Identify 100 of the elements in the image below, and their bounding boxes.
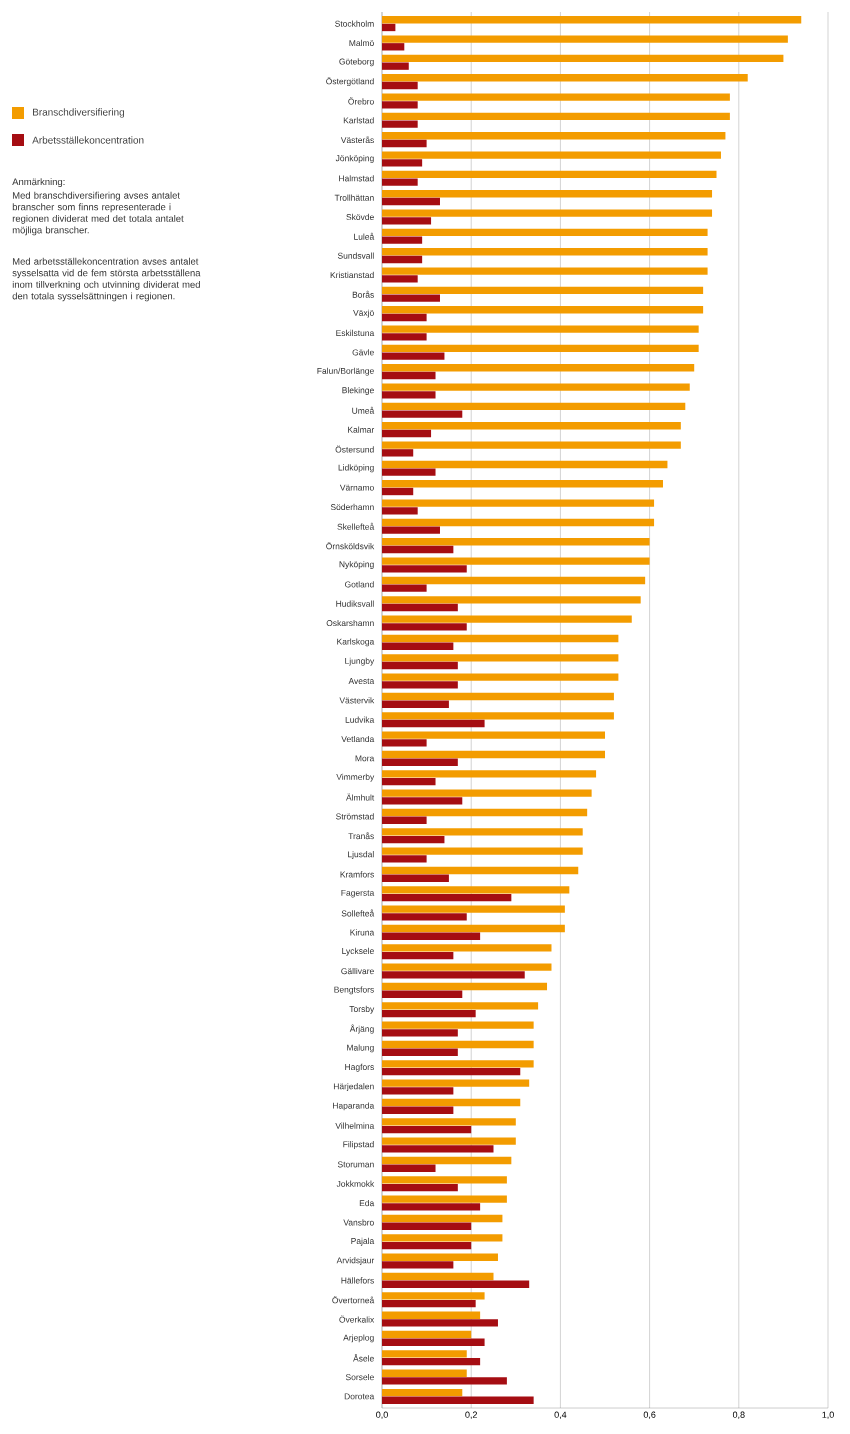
bar (382, 874, 449, 882)
y-tick-label: Sundsvall (337, 252, 374, 259)
bar (382, 35, 788, 43)
y-tick-label: Haparanda (333, 1102, 375, 1111)
bar (382, 178, 418, 186)
y-tick-label: Söderhamn (330, 503, 374, 511)
y-tick-label: Malmö (349, 39, 374, 47)
bar (382, 248, 708, 256)
bar (382, 526, 440, 534)
bar (382, 661, 458, 670)
y-tick-label: Östersund (335, 445, 374, 453)
y-tick-label: Göteborg (339, 58, 374, 67)
y-tick-label: Åsele (353, 1354, 374, 1362)
y-tick-label: Oskarshamn (326, 619, 374, 627)
bar (382, 1156, 512, 1165)
bar (382, 112, 730, 121)
bar (382, 739, 427, 747)
y-tick-label: Gotland (344, 581, 374, 588)
y-tick-label: Nyköping (339, 561, 374, 569)
y-tick-label: Hagfors (345, 1063, 374, 1072)
y-tick-label: Överkalix (339, 1315, 375, 1323)
y-tick-label: Ljungby (345, 657, 375, 666)
bar (382, 603, 458, 612)
bar (382, 54, 784, 63)
bar (382, 1299, 476, 1308)
bar (382, 596, 641, 604)
x-tick-label: 1,0 (822, 1411, 834, 1419)
bar (382, 1396, 534, 1404)
bar (382, 816, 427, 824)
bar (382, 681, 458, 689)
bar (382, 1357, 481, 1366)
text: Med arbetsställekoncentration avses antalet sysselsatta vid de fem största arbetsställena inom tillverkning och utvinning dividerat med den totala sysselsättningen i regionen. (12, 257, 201, 302)
bar (382, 383, 690, 391)
bar (382, 1222, 472, 1230)
bar (382, 712, 614, 720)
bar (382, 951, 454, 960)
y-tick-label: Filipstad (343, 1141, 374, 1149)
bar (382, 1009, 476, 1018)
y-tick-label: Gävle (352, 349, 374, 356)
y-tick-label: Trollhättan (334, 194, 374, 201)
bar (382, 538, 650, 546)
y-tick-label: Mora (355, 755, 375, 762)
y-tick-label: Växjö (353, 309, 374, 318)
bar (382, 197, 440, 206)
bar (382, 81, 418, 90)
y-tick-label: Karlskoga (337, 638, 375, 647)
y-tick-label: Fagersta (341, 889, 375, 898)
bar (382, 1272, 494, 1281)
bar (382, 333, 427, 341)
bar (382, 789, 592, 797)
y-tick-label: Tranås (348, 832, 374, 840)
bar (382, 893, 512, 902)
bar (382, 487, 414, 496)
bar (382, 120, 418, 128)
bar (382, 905, 565, 913)
y-tick-label: Vilhelmina (335, 1122, 375, 1129)
bar (382, 1388, 463, 1397)
bar (382, 835, 445, 844)
bar (382, 275, 418, 283)
bar (382, 352, 445, 360)
bar (382, 344, 699, 353)
bar (382, 584, 427, 592)
bar (382, 325, 699, 333)
bar (382, 1164, 436, 1172)
bar (382, 391, 436, 399)
y-tick-label: Bengtsfors (334, 986, 374, 995)
y-tick-label: Övertorneå (332, 1296, 375, 1304)
bar (382, 731, 606, 739)
bar (382, 1002, 539, 1010)
bar (382, 16, 802, 24)
bar (382, 1118, 516, 1126)
bar (382, 93, 730, 101)
bar (382, 557, 650, 565)
bar (382, 1261, 454, 1269)
bar (382, 518, 655, 527)
y-tick-label: Hudiksvall (336, 600, 374, 607)
y-tick-label: Borås (352, 290, 374, 298)
bar (382, 1145, 494, 1153)
x-tick-label: 0,2 (465, 1411, 477, 1419)
bar (382, 847, 583, 855)
bar (382, 151, 721, 159)
bar (382, 1137, 516, 1145)
bar (382, 1060, 534, 1068)
bar (382, 190, 713, 198)
bar (382, 159, 423, 167)
bar (382, 1067, 521, 1076)
y-tick-label: Eskilstuna (336, 329, 375, 337)
y-tick-label: Skellefteå (337, 522, 375, 530)
x-tick-label: 0,8 (732, 1411, 745, 1419)
bar (382, 1125, 472, 1134)
bar (382, 808, 588, 817)
bar (382, 1098, 521, 1107)
y-tick-label: Kalmar (348, 426, 375, 433)
y-tick-label: Umeå (352, 406, 375, 414)
bar (382, 777, 436, 786)
bar (382, 623, 467, 631)
bar (382, 545, 454, 554)
y-tick-label: Vimmerby (336, 773, 375, 782)
bar (382, 236, 423, 244)
bar (382, 565, 467, 573)
